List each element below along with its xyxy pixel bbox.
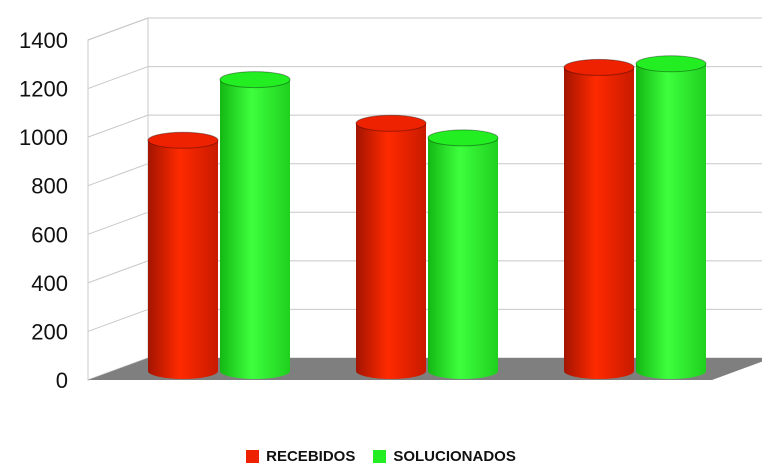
bar-recebidos-2 bbox=[355, 114, 427, 380]
bar-top bbox=[635, 55, 707, 73]
bar-solucionados-1 bbox=[219, 71, 291, 380]
y-tick-label: 600 bbox=[31, 222, 68, 247]
bar-top bbox=[355, 114, 427, 132]
bars bbox=[147, 55, 707, 380]
side-wall bbox=[87, 17, 149, 381]
bar-body bbox=[428, 137, 498, 379]
y-axis: 0 200 400 600 800 1000 1200 1400 bbox=[19, 28, 68, 393]
bar-body bbox=[356, 123, 426, 380]
y-tick-label: 800 bbox=[31, 174, 68, 199]
legend-swatch-recebidos bbox=[246, 450, 260, 463]
y-tick-label: 400 bbox=[31, 271, 68, 296]
gridline-side bbox=[87, 163, 149, 187]
bar-recebidos-1 bbox=[147, 131, 219, 379]
gridline-side bbox=[87, 66, 149, 90]
bar-body bbox=[564, 67, 634, 379]
y-tick-label: 200 bbox=[31, 319, 68, 344]
legend-label-recebidos: RECEBIDOS bbox=[266, 448, 356, 465]
bar-solucionados-2 bbox=[427, 129, 499, 379]
legend-swatch-solucionados bbox=[373, 450, 387, 463]
y-tick-label: 1400 bbox=[19, 28, 68, 53]
bar-body bbox=[148, 140, 218, 379]
y-tick-label: 0 bbox=[56, 368, 68, 393]
gridline-side bbox=[87, 114, 149, 138]
bar-top bbox=[219, 71, 291, 89]
gridline-side bbox=[87, 308, 149, 332]
bar-body bbox=[636, 63, 706, 380]
legend-label-solucionados: SOLUCIONADOS bbox=[393, 448, 516, 465]
gridline-side bbox=[87, 211, 149, 235]
y-tick-label: 1200 bbox=[19, 77, 68, 102]
gridline-side bbox=[87, 260, 149, 284]
bar-top bbox=[563, 58, 635, 76]
legend-item-recebidos: RECEBIDOS bbox=[246, 448, 355, 465]
gridline-side bbox=[87, 17, 149, 41]
y-tick-label: 1000 bbox=[19, 125, 68, 150]
legend: RECEBIDOS SOLUCIONADOS bbox=[0, 448, 762, 465]
bar-solucionados-3 bbox=[635, 55, 707, 380]
bar-top bbox=[427, 129, 499, 147]
bar-top bbox=[147, 131, 219, 149]
bar-recebidos-3 bbox=[563, 58, 635, 379]
legend-item-solucionados: SOLUCIONADOS bbox=[373, 448, 516, 465]
bar-body bbox=[220, 79, 290, 380]
